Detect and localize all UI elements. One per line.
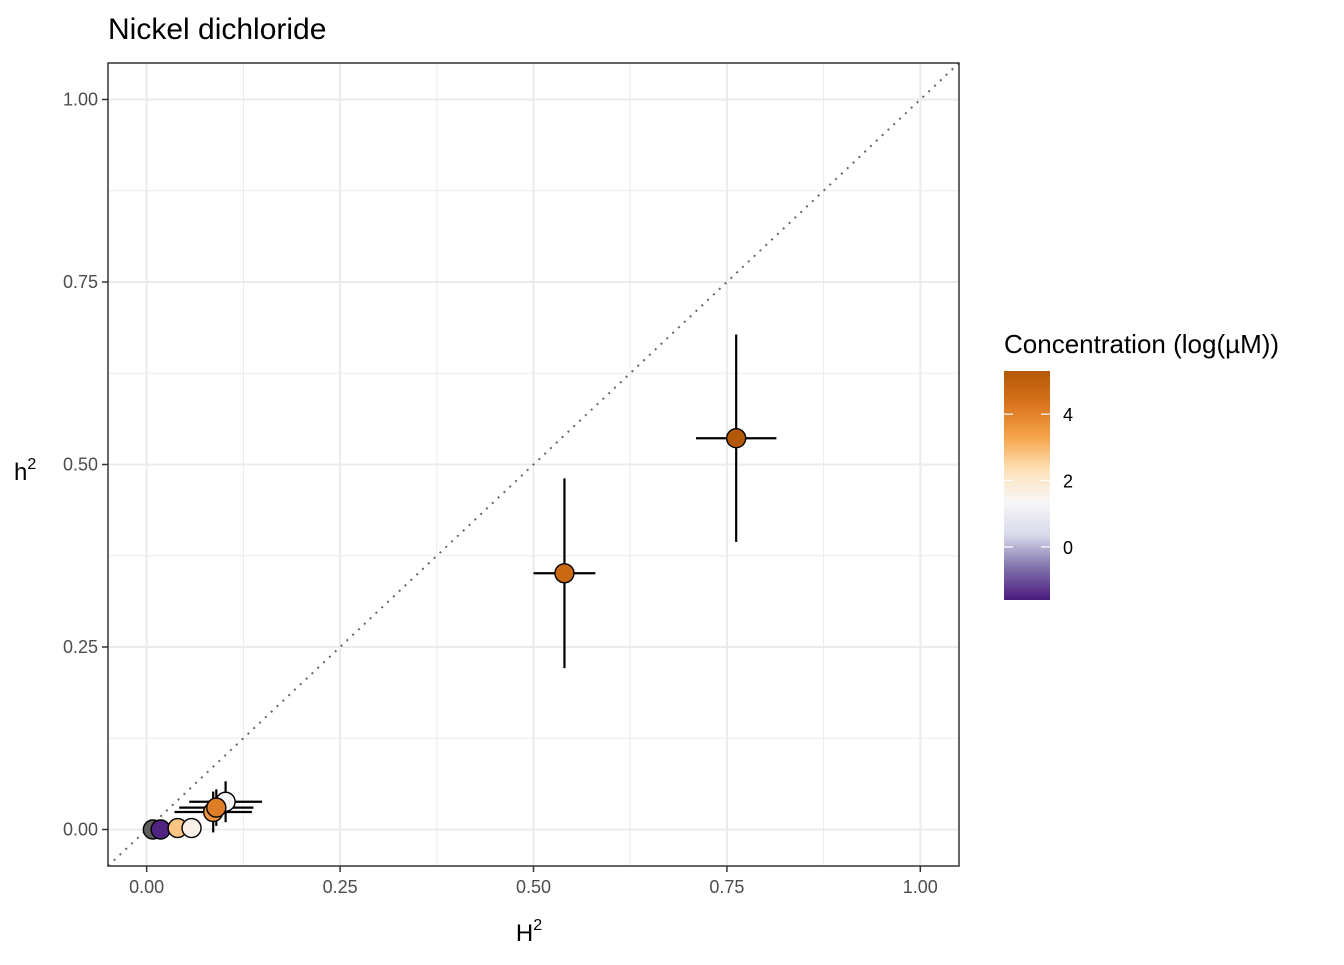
- y-tick-label: 0.75: [63, 272, 98, 292]
- y-axis-label: h2: [14, 456, 36, 486]
- data-point-1: [150, 819, 171, 840]
- legend-title: Concentration (log(µM)): [1004, 329, 1279, 359]
- colorbar: [1004, 371, 1050, 600]
- x-tick-label: 0.50: [516, 877, 551, 897]
- identity-reference-line: [107, 62, 960, 867]
- y-axis-label-sup: 2: [27, 456, 36, 473]
- y-tick-label: 0.50: [63, 455, 98, 475]
- x-tick-label: 1.00: [903, 877, 938, 897]
- x-tick-label: 0.25: [323, 877, 358, 897]
- colorbar-tick-label: 0: [1063, 538, 1073, 558]
- x-axis-label-text: H: [516, 920, 533, 947]
- y-tick-label: 0.25: [63, 637, 98, 657]
- data-point-6: [206, 797, 227, 818]
- x-tick-label: 0.75: [709, 877, 744, 897]
- data-point-3: [181, 817, 202, 839]
- chart-title: Nickel dichloride: [108, 13, 326, 46]
- x-axis-label-sup: 2: [533, 917, 542, 934]
- data-point-7: [554, 563, 575, 584]
- x-axis-label: H2: [516, 917, 542, 947]
- colorbar-tick-label: 4: [1063, 405, 1073, 425]
- colorbar-tick-label: 2: [1063, 472, 1073, 492]
- y-axis-label-text: h: [14, 459, 27, 486]
- y-tick-label: 0.00: [63, 820, 98, 840]
- data-point-8: [725, 428, 747, 449]
- x-tick-label: 0.00: [129, 877, 164, 897]
- y-tick-label: 1.00: [63, 90, 98, 110]
